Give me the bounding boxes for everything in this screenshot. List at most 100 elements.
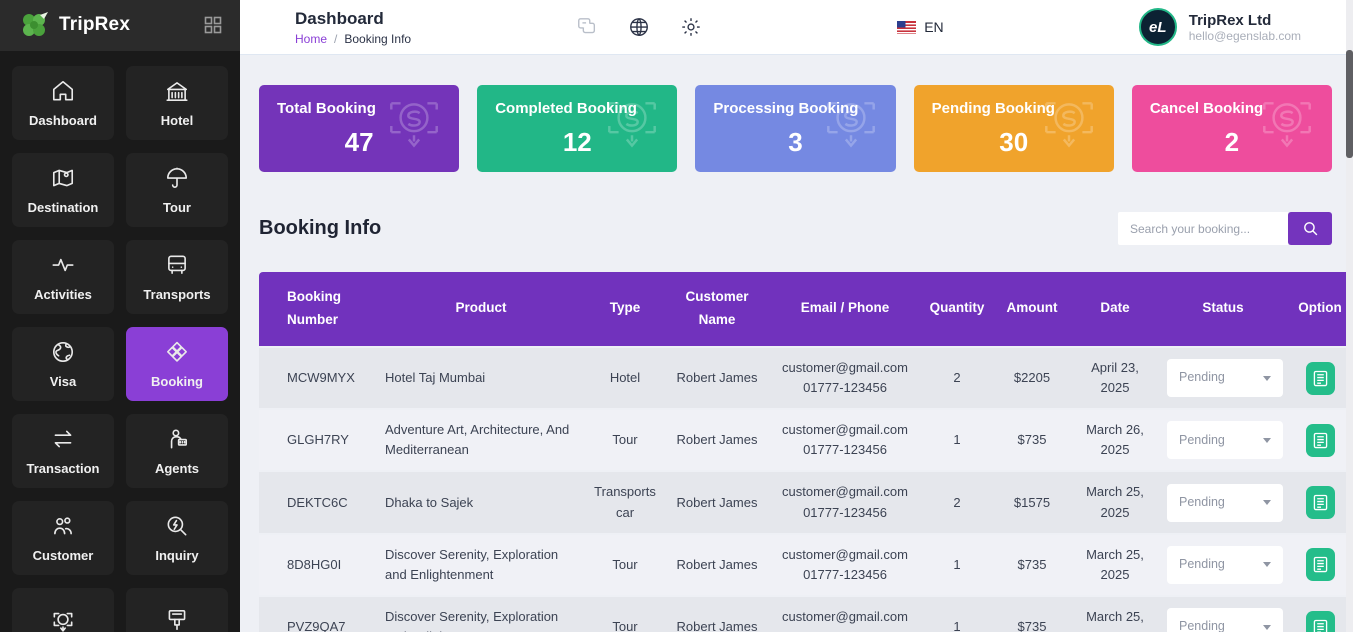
sidebar-item-hotel[interactable]: Hotel xyxy=(126,65,228,140)
stat-card-pending-booking[interactable]: Pending Booking 30 xyxy=(913,85,1114,172)
invoice-button[interactable] xyxy=(1305,548,1335,582)
product-cell: Discover Serenity, Exploration and Enlig… xyxy=(377,597,585,632)
booking-number-cell: DEKTC6C xyxy=(259,472,377,533)
globe-icon[interactable] xyxy=(628,16,650,38)
status-dropdown[interactable]: Pending xyxy=(1167,608,1283,632)
customer-cell: Robert James xyxy=(665,472,769,533)
profile-menu[interactable]: eL TripRex Ltd hello@egenslab.com xyxy=(1138,8,1301,46)
product-cell: Discover Serenity, Exploration and Enlig… xyxy=(377,534,585,595)
destination-icon xyxy=(50,165,76,191)
home-icon xyxy=(50,78,76,104)
messages-icon[interactable] xyxy=(576,16,598,38)
booking-table: Booking Number Product Type Customer Name Em… xyxy=(259,270,1353,632)
sidebar-item-agents[interactable]: Agents xyxy=(126,413,228,488)
money-withdraw-watermark-icon xyxy=(381,93,447,164)
sidebar-item-customer[interactable]: Customer xyxy=(12,500,114,575)
status-dropdown[interactable]: Pending xyxy=(1167,359,1283,398)
phone-text: 01777-123456 xyxy=(777,627,913,632)
sidebar-menu: Dashboard Hotel Destination Tour Activit… xyxy=(0,51,240,632)
status-dropdown[interactable]: Pending xyxy=(1167,545,1283,584)
invoice-button[interactable] xyxy=(1305,361,1335,395)
gear-icon[interactable] xyxy=(680,16,702,38)
sidebar-item-transports[interactable]: Transports xyxy=(126,239,228,314)
us-flag-icon xyxy=(897,20,917,34)
sidebar-item-booking[interactable]: Booking xyxy=(126,326,228,401)
email-text: customer@gmail.com xyxy=(782,546,908,562)
stat-card-completed-booking[interactable]: Completed Booking 12 xyxy=(477,85,678,172)
money-withdraw-watermark-icon xyxy=(1036,93,1102,164)
status-dropdown[interactable]: Pending xyxy=(1167,483,1283,522)
table-row: PVZ9QA7 Discover Serenity, Exploration a… xyxy=(259,597,1353,632)
sidebar-item-inquiry[interactable]: Inquiry xyxy=(126,500,228,575)
quantity-cell: 2 xyxy=(921,472,993,533)
email-text: customer@gmail.com xyxy=(782,609,908,624)
type-cell: Tour xyxy=(585,534,665,595)
invoice-icon xyxy=(1313,370,1328,387)
amount-cell: $735 xyxy=(993,410,1071,471)
sidebar-collapse-grid-icon[interactable] xyxy=(204,16,222,34)
hotel-icon xyxy=(164,78,190,104)
language-switcher[interactable]: EN xyxy=(897,19,944,35)
status-dropdown[interactable]: Pending xyxy=(1167,421,1283,460)
invoice-button[interactable] xyxy=(1305,423,1335,457)
sidebar-item-destination[interactable]: Destination xyxy=(12,152,114,227)
column-header: Status xyxy=(1159,272,1287,346)
product-cell: Adventure Art, Architecture, And Mediter… xyxy=(377,410,585,471)
phone-text: 01777-123456 xyxy=(803,566,887,582)
booking-number-cell: 8D8HG0I xyxy=(259,534,377,595)
sidebar-item-visa[interactable]: Visa xyxy=(12,326,114,401)
diamonds-icon xyxy=(164,339,190,365)
stat-cards: Total Booking 47 Completed Booking 12 Pr… xyxy=(259,85,1333,172)
search-input[interactable] xyxy=(1118,212,1288,245)
sidebar-item-activities[interactable]: Activities xyxy=(12,239,114,314)
amount-cell: $735 xyxy=(993,534,1071,595)
money-box-icon xyxy=(50,607,76,632)
brand-logo[interactable]: TripRex xyxy=(18,9,130,41)
amount-cell: $2205 xyxy=(993,347,1071,409)
sidebar-item-dashboard[interactable]: Dashboard xyxy=(12,65,114,140)
topbar: Dashboard Home / Booking Info xyxy=(240,0,1353,55)
umbrella-icon xyxy=(164,165,190,191)
amount-cell: $1575 xyxy=(993,472,1071,533)
money-withdraw-watermark-icon xyxy=(818,93,884,164)
sidebar-item-transaction[interactable]: Transaction xyxy=(12,413,114,488)
customer-cell: Robert James xyxy=(665,347,769,409)
stat-card-cancel-booking[interactable]: Cancel Booking 2 xyxy=(1131,85,1333,172)
section-title: Booking Info xyxy=(259,217,382,239)
product-cell: Hotel Taj Mumbai xyxy=(377,347,585,409)
type-cell: Tour xyxy=(585,410,665,471)
product-cell: Dhaka to Sajek xyxy=(377,472,585,533)
chevron-down-icon xyxy=(1263,375,1271,381)
invoice-button[interactable] xyxy=(1305,610,1335,632)
chevron-down-icon xyxy=(1263,500,1271,506)
breadcrumb: Home / Booking Info xyxy=(295,32,411,46)
bus-icon xyxy=(164,252,190,278)
booking-number-cell: MCW9MYX xyxy=(259,347,377,409)
stat-card-total-booking[interactable]: Total Booking 47 xyxy=(259,85,460,172)
stat-card-processing-booking[interactable]: Processing Booking 3 xyxy=(695,85,896,172)
table-header-row: Booking Number Product Type Customer Name Em… xyxy=(259,272,1353,346)
email-phone-cell: customer@gmail.com 01777-123456 xyxy=(769,472,921,533)
atm-icon xyxy=(164,607,190,632)
chevron-down-icon xyxy=(1263,624,1271,630)
vertical-scrollbar[interactable] xyxy=(1346,0,1353,632)
scrollbar-thumb[interactable] xyxy=(1346,50,1353,158)
search-icon xyxy=(1302,220,1319,237)
sidebar-item-partial-12[interactable] xyxy=(12,587,114,632)
date-cell: March 25, 2025 xyxy=(1071,534,1159,595)
sidebar-item-tour[interactable]: Tour xyxy=(126,152,228,227)
quantity-cell: 1 xyxy=(921,410,993,471)
chevron-down-icon xyxy=(1263,562,1271,568)
sidebar-item-partial-13[interactable] xyxy=(126,587,228,632)
agent-icon xyxy=(164,426,190,452)
column-header: Customer Name xyxy=(665,272,769,346)
phone-text: 01777-123456 xyxy=(803,380,887,396)
column-header: Quantity xyxy=(921,272,993,346)
invoice-button[interactable] xyxy=(1305,486,1335,520)
invoice-icon xyxy=(1313,494,1328,511)
search-button[interactable] xyxy=(1288,212,1332,245)
date-cell: March 25, 2025 xyxy=(1071,472,1159,533)
breadcrumb-home-link[interactable]: Home xyxy=(295,31,328,46)
email-text: customer@gmail.com xyxy=(782,359,908,375)
activity-icon xyxy=(50,252,76,278)
